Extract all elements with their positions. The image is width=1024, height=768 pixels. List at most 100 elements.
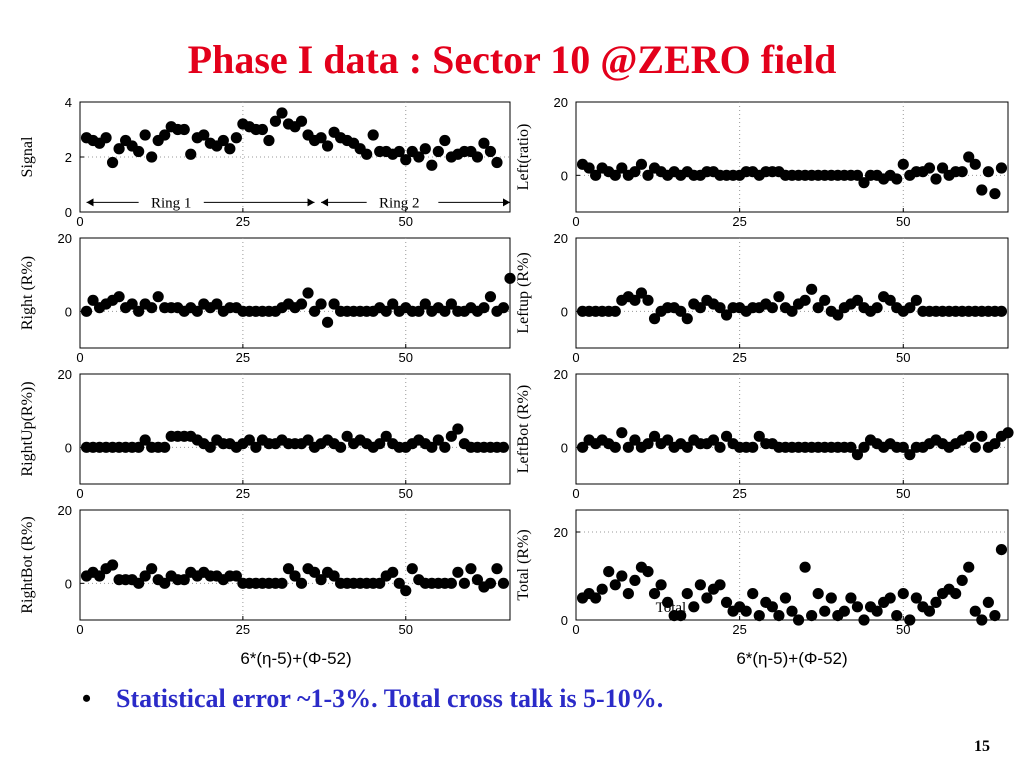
data-point bbox=[655, 579, 667, 591]
x-tick-label: 25 bbox=[732, 214, 746, 229]
data-point bbox=[995, 305, 1008, 317]
data-point bbox=[720, 430, 733, 442]
x-tick-label: 0 bbox=[572, 214, 579, 229]
data-point bbox=[675, 305, 687, 317]
data-point bbox=[622, 588, 634, 600]
data-point bbox=[413, 151, 425, 163]
data-point bbox=[178, 123, 190, 136]
data-point bbox=[432, 434, 444, 446]
y-tick-label: 20 bbox=[58, 367, 72, 382]
data-point bbox=[812, 302, 824, 314]
data-point bbox=[106, 156, 119, 169]
data-point bbox=[694, 302, 706, 314]
data-point bbox=[282, 563, 295, 575]
panel-frame bbox=[575, 509, 1009, 621]
y-tick-label: 20 bbox=[58, 231, 72, 246]
data-point bbox=[871, 605, 883, 617]
data-point bbox=[276, 577, 288, 589]
data-point bbox=[662, 434, 674, 446]
data-point bbox=[452, 423, 464, 435]
data-point bbox=[616, 427, 628, 439]
x-tick-label: 0 bbox=[76, 214, 83, 229]
data-point bbox=[969, 158, 981, 170]
x-tick-label: 25 bbox=[732, 350, 746, 365]
data-point bbox=[648, 588, 661, 600]
data-point bbox=[891, 173, 903, 185]
panel-right: 0 25 50 0 20 Right (R%) bbox=[19, 231, 516, 365]
x-axis-label-left: 6*(η-5)+(Φ-52) bbox=[240, 649, 351, 668]
y-tick-label: 0 bbox=[65, 304, 72, 319]
data-point bbox=[989, 188, 1001, 200]
data-point bbox=[832, 309, 844, 321]
data-point bbox=[616, 162, 628, 174]
data-point bbox=[936, 162, 949, 174]
data-point bbox=[910, 294, 922, 306]
data-point bbox=[491, 563, 503, 575]
data-point bbox=[976, 614, 988, 626]
data-point bbox=[321, 316, 334, 328]
y-tick-label: 0 bbox=[561, 304, 568, 319]
data-point bbox=[484, 145, 497, 158]
y-axis-label: RightBot (R%) bbox=[19, 516, 36, 613]
data-point bbox=[478, 137, 490, 149]
data-point bbox=[439, 305, 451, 317]
panels: 0 25 50 0 2 4 Signal Ring 1 Ring 2 0 25 50 0 20 Right … bbox=[19, 95, 1014, 637]
data-point bbox=[904, 449, 916, 461]
data-point bbox=[400, 585, 412, 597]
data-point bbox=[930, 173, 942, 185]
data-point bbox=[445, 430, 457, 442]
panel-rightbot: 0 25 50 0 20 RightBot (R%) bbox=[19, 503, 511, 637]
data-point bbox=[374, 438, 386, 450]
data-point bbox=[211, 298, 223, 310]
data-point bbox=[609, 579, 621, 591]
data-point bbox=[982, 596, 994, 609]
data-point bbox=[328, 298, 340, 310]
data-point bbox=[897, 441, 909, 453]
data-point bbox=[681, 441, 693, 453]
data-point bbox=[662, 596, 674, 609]
x-axis-label-right: 6*(η-5)+(Φ-52) bbox=[736, 649, 847, 668]
data-point bbox=[289, 570, 301, 582]
data-point bbox=[930, 596, 942, 609]
data-point bbox=[910, 592, 922, 604]
data-point bbox=[374, 577, 386, 589]
data-point bbox=[497, 302, 510, 314]
data-point bbox=[740, 605, 752, 617]
data-point bbox=[590, 592, 602, 604]
data-point bbox=[714, 441, 726, 453]
panel-signal: 0 25 50 0 2 4 Signal Ring 1 Ring 2 bbox=[19, 95, 511, 229]
y-tick-label: 0 bbox=[65, 440, 72, 455]
panel-frame bbox=[79, 373, 511, 485]
data-point bbox=[497, 577, 510, 589]
panel-leftratio: 0 25 50 0 20 Left(ratio) bbox=[515, 95, 1009, 229]
data-point bbox=[845, 441, 857, 453]
data-point bbox=[380, 430, 392, 442]
y-tick-label: 0 bbox=[65, 576, 72, 591]
data-point bbox=[694, 579, 706, 591]
y-axis-label: Leftup (R%) bbox=[515, 252, 532, 333]
panel-frame bbox=[575, 237, 1009, 349]
y-axis-label: RightUp(R%)) bbox=[19, 381, 36, 476]
data-point bbox=[308, 566, 321, 578]
data-point bbox=[230, 132, 242, 144]
y-tick-label: 20 bbox=[554, 525, 568, 540]
data-point bbox=[799, 561, 811, 573]
x-tick-label: 50 bbox=[896, 486, 910, 501]
data-point bbox=[393, 145, 405, 158]
data-point bbox=[178, 574, 190, 586]
data-point bbox=[106, 559, 119, 571]
data-point bbox=[982, 166, 994, 178]
x-tick-label: 25 bbox=[236, 622, 250, 637]
data-point bbox=[923, 605, 936, 617]
data-point bbox=[969, 441, 981, 453]
data-point bbox=[484, 577, 497, 589]
data-point bbox=[786, 305, 798, 317]
data-point bbox=[603, 566, 615, 578]
data-point bbox=[139, 129, 151, 141]
data-point bbox=[891, 610, 903, 622]
data-point bbox=[380, 305, 392, 317]
data-point bbox=[217, 134, 229, 147]
data-point bbox=[452, 566, 464, 578]
data-point bbox=[858, 614, 870, 626]
data-point bbox=[635, 158, 648, 170]
